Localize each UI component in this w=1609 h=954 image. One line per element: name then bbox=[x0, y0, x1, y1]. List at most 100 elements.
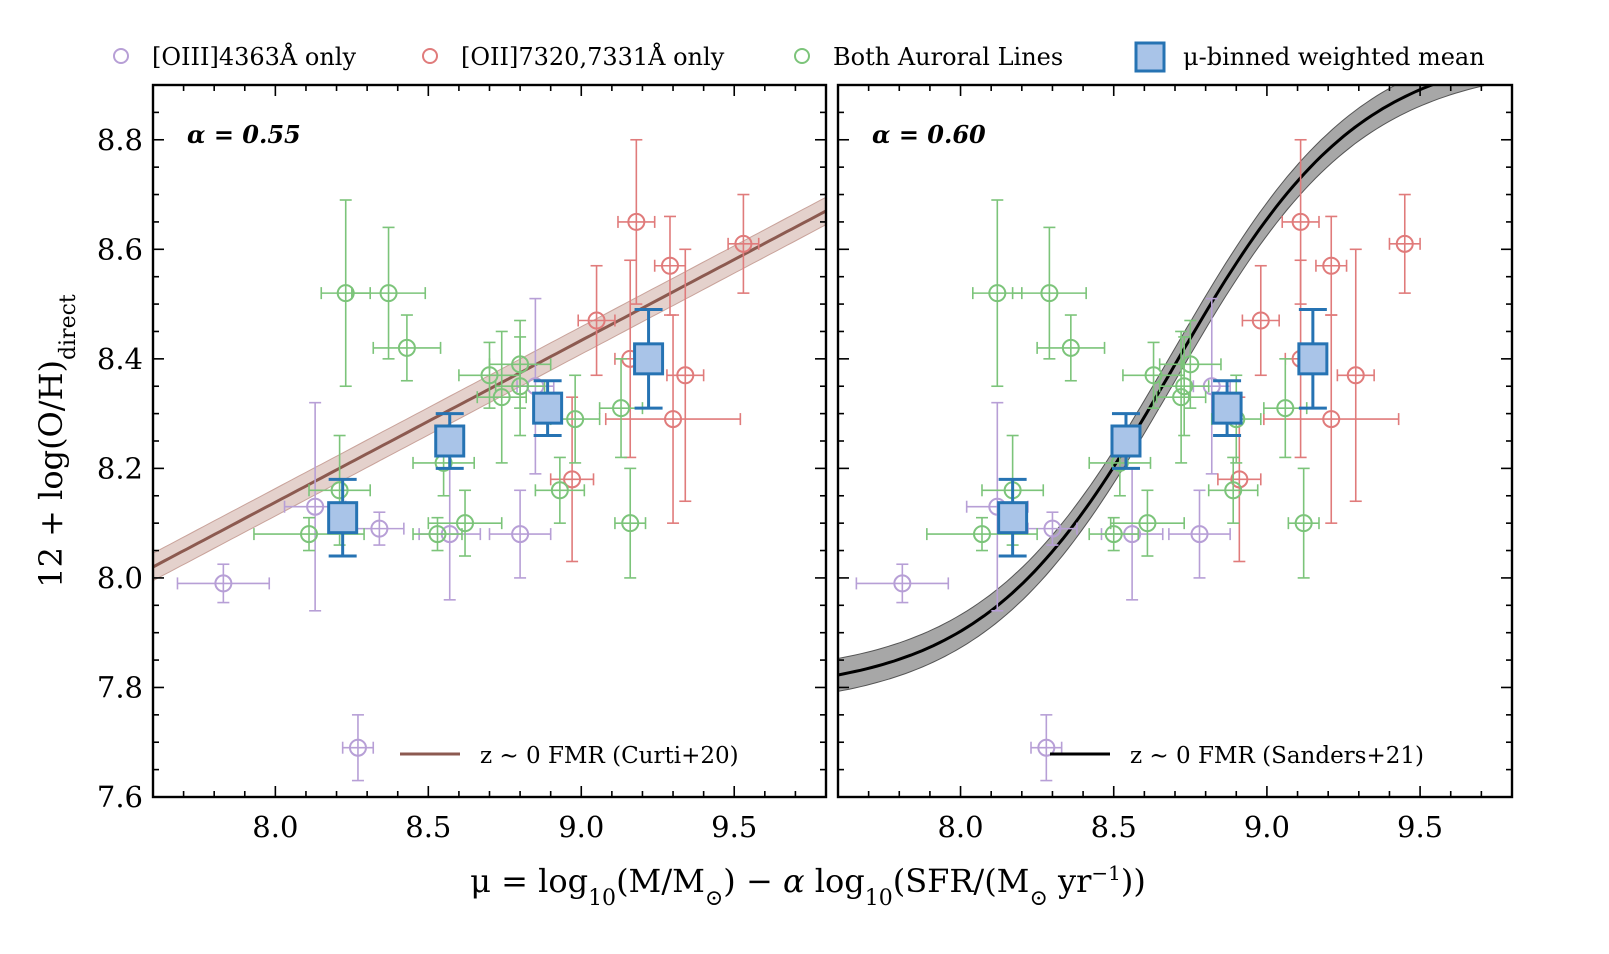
binned-marker bbox=[1110, 424, 1142, 458]
oiii-marker bbox=[214, 574, 233, 593]
oii-marker bbox=[563, 470, 582, 489]
oiii-point bbox=[855, 563, 950, 604]
both-marker bbox=[1040, 284, 1059, 303]
binned-point bbox=[997, 477, 1029, 558]
oii-marker bbox=[627, 212, 646, 231]
binned-marker bbox=[532, 391, 564, 425]
binned-point bbox=[1297, 308, 1329, 410]
x-label-part: (M/M bbox=[616, 862, 705, 900]
y-tick-label: 8.2 bbox=[97, 451, 143, 485]
x-label-part: α bbox=[783, 862, 805, 900]
oii-marker bbox=[1291, 212, 1310, 231]
both-marker bbox=[621, 514, 640, 533]
plot-area-2 bbox=[838, 85, 1490, 782]
oii-marker bbox=[587, 311, 606, 330]
oii-point bbox=[1241, 264, 1280, 377]
oiii-point bbox=[341, 714, 375, 782]
oiii-marker bbox=[1190, 525, 1209, 544]
legend-top bbox=[113, 41, 1166, 73]
x-tick-label: 8.5 bbox=[1091, 810, 1137, 844]
ticks bbox=[152, 84, 827, 798]
binned-point bbox=[633, 308, 665, 410]
both-marker bbox=[566, 410, 585, 429]
binned-marker bbox=[1297, 342, 1329, 376]
legend-label-binned: μ-binned weighted mean bbox=[1183, 43, 1485, 71]
both-marker bbox=[1224, 481, 1243, 500]
both-point bbox=[614, 467, 647, 579]
both-point bbox=[1158, 336, 1210, 437]
axes-frame bbox=[151, 83, 828, 799]
both-point bbox=[1155, 330, 1207, 464]
oiii-point bbox=[488, 489, 552, 579]
panel-2 bbox=[836, 83, 1514, 799]
x-tick-label: 9.0 bbox=[1244, 810, 1290, 844]
y-axis-label: 12 + log(O/H)direct bbox=[32, 294, 81, 588]
oii-marker bbox=[1230, 470, 1249, 489]
x-label-part: −1 bbox=[1091, 861, 1120, 885]
both-point bbox=[534, 456, 586, 524]
x-tick-label: 9.5 bbox=[1397, 810, 1443, 844]
oii-marker bbox=[1322, 410, 1341, 429]
oiii-marker bbox=[1043, 519, 1062, 538]
binned-marker bbox=[327, 501, 359, 535]
x-axis-label: μ = log10(M/M⊙) − α log10(SFR/(M⊙ yr−1)) bbox=[470, 861, 1146, 911]
both-point bbox=[1011, 226, 1087, 360]
both-marker bbox=[1061, 338, 1080, 357]
both-marker bbox=[397, 338, 416, 357]
binned-marker bbox=[434, 424, 466, 458]
x-label-part: ) − bbox=[723, 862, 783, 900]
plot-area-1 bbox=[153, 138, 826, 782]
both-point bbox=[351, 226, 427, 360]
both-marker bbox=[1138, 514, 1157, 533]
binned-marker bbox=[997, 501, 1029, 535]
oiii-marker bbox=[348, 738, 367, 757]
legend-label-both: Both Auroral Lines bbox=[833, 43, 1063, 71]
x-label-part: ⊙ bbox=[1029, 886, 1047, 911]
binned-marker bbox=[633, 342, 665, 376]
both-point bbox=[1088, 516, 1140, 552]
both-point bbox=[1287, 467, 1320, 579]
both-point bbox=[1109, 489, 1185, 557]
ticks bbox=[837, 84, 1513, 798]
x-label-part: 10 bbox=[588, 886, 616, 911]
both-point bbox=[476, 330, 528, 464]
both-point bbox=[549, 374, 601, 464]
both-marker bbox=[1172, 388, 1191, 407]
legend-binned-marker bbox=[1134, 41, 1166, 73]
legend-label-oiii: [OIII]4363Å only bbox=[152, 42, 356, 71]
both-point bbox=[1036, 314, 1106, 382]
y-label-main: 12 + log(O/H) bbox=[32, 360, 70, 588]
x-tick-label: 8.0 bbox=[252, 810, 298, 844]
legend-label-oii: [OII]7320,7331Å only bbox=[461, 42, 725, 71]
binned-point bbox=[1211, 379, 1243, 438]
oii-point bbox=[1336, 248, 1375, 503]
both-marker bbox=[1104, 525, 1123, 544]
oiii-point bbox=[176, 563, 271, 604]
both-marker bbox=[612, 399, 631, 418]
oii-point bbox=[604, 314, 742, 524]
y-tick-label: 8.8 bbox=[97, 123, 143, 157]
alpha-label: α = 0.60 bbox=[872, 120, 986, 149]
oii-point bbox=[1388, 193, 1421, 294]
oiii-point bbox=[1027, 511, 1078, 546]
both-point bbox=[598, 358, 644, 459]
axes-frame bbox=[836, 83, 1514, 799]
legend-both-marker bbox=[794, 48, 810, 64]
x-tick-label: 9.5 bbox=[711, 810, 757, 844]
both-point bbox=[427, 489, 503, 557]
oii-marker bbox=[664, 410, 683, 429]
legend-oiii-marker bbox=[113, 48, 129, 64]
oii-point bbox=[1263, 314, 1400, 524]
fit-legend-label: z ∼ 0 FMR (Curti+20) bbox=[480, 743, 739, 769]
both-marker bbox=[511, 355, 530, 374]
both-point bbox=[1207, 456, 1259, 524]
x-label-part: ⊙ bbox=[705, 886, 723, 911]
oii-marker bbox=[676, 366, 695, 385]
both-marker bbox=[550, 481, 569, 500]
both-marker bbox=[1294, 514, 1313, 533]
both-marker bbox=[988, 284, 1007, 303]
oii-point bbox=[653, 215, 687, 316]
x-label-part: log bbox=[805, 862, 865, 900]
x-tick-label: 8.0 bbox=[937, 810, 983, 844]
